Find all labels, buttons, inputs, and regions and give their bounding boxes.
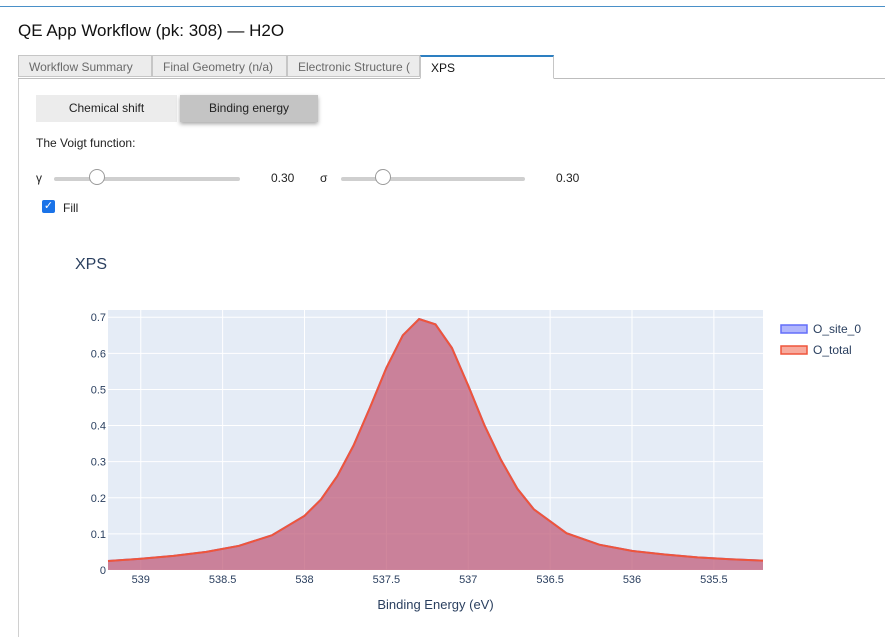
gamma-slider-track[interactable] [54,177,240,181]
x-tick-label: 535.5 [700,574,728,586]
line-O_total [107,317,764,562]
y-tick-label: 0.4 [91,421,106,433]
xps-chart: 539 538.5 538 537.5 537 536.5 536 535.5 0 0.1 0.2 0… [91,310,861,612]
tab-xps[interactable]: XPS [420,55,554,79]
chemical-shift-toggle[interactable]: Chemical shift [36,95,177,122]
y-tick-label: 0.3 [91,457,106,469]
voigt-label: The Voigt function: [36,136,136,150]
y-tick-label: 0 [100,565,106,577]
top-divider [0,6,885,7]
sigma-slider-track[interactable] [341,177,525,181]
y-tick-label: 0.6 [91,348,106,360]
x-tick-label: 538 [295,574,313,586]
chart-title: XPS [75,256,108,273]
tab-workflow-summary[interactable]: Workflow Summary [18,55,152,77]
sigma-label: σ [320,171,328,185]
page-title: QE App Workflow (pk: 308) — H2O [18,21,285,40]
tab-final-geometry[interactable]: Final Geometry (n/a) [152,55,287,77]
gamma-label: γ [36,171,42,185]
fill-checkbox[interactable]: ✓ [42,200,55,213]
x-tick-label: 539 [132,574,150,586]
sigma-slider-thumb[interactable] [375,169,391,185]
legend-swatch[interactable] [780,345,808,355]
x-axis-title: Binding Energy (eV) [377,597,493,612]
fill-label: Fill [63,201,79,215]
panel-border [18,79,19,637]
legend-swatch[interactable] [780,324,808,334]
tab-electronic-structure[interactable]: Electronic Structure ( [287,55,420,77]
y-tick-label: 0.5 [91,384,106,396]
legend-label[interactable]: O_site_0 [813,322,861,336]
x-tick-label: 536 [623,574,641,586]
x-tick-label: 537 [459,574,477,586]
y-tick-label: 0.7 [91,312,106,324]
y-tick-label: 0.1 [91,529,106,541]
gamma-value: 0.30 [271,171,295,185]
legend-label[interactable]: O_total [813,343,852,357]
x-tick-label: 536.5 [536,574,564,586]
area-O_total [108,319,763,570]
y-tick-label: 0.2 [91,493,106,505]
tab-bar: Workflow Summary Final Geometry (n/a) El… [18,55,885,79]
gamma-slider-thumb[interactable] [89,169,105,185]
binding-energy-toggle[interactable]: Binding energy [180,95,318,122]
x-tick-label: 537.5 [373,574,401,586]
sigma-value: 0.30 [556,171,580,185]
x-tick-label: 538.5 [209,574,237,586]
